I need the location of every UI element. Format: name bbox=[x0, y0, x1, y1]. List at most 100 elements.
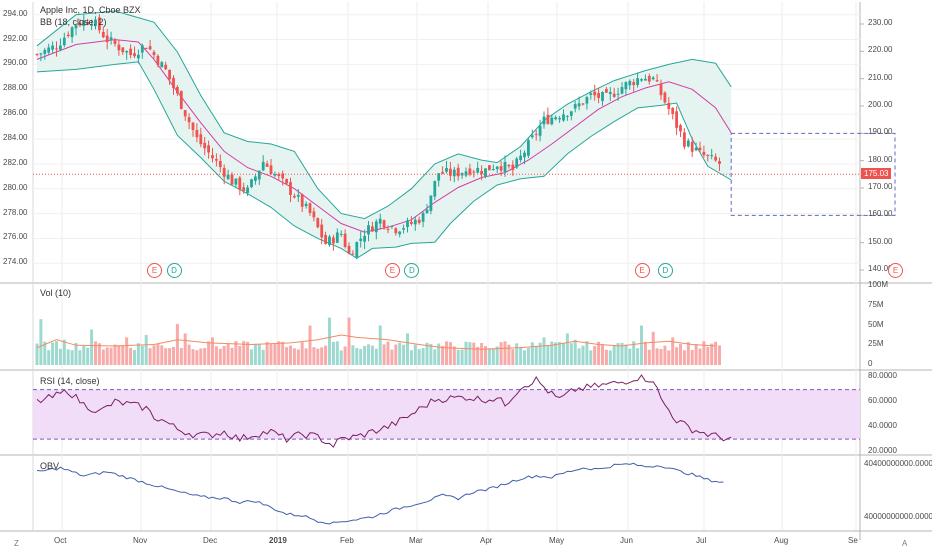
candle-body bbox=[538, 125, 542, 136]
candle-body bbox=[620, 87, 624, 94]
volume-bar bbox=[339, 350, 343, 365]
volume-bar bbox=[304, 348, 308, 365]
volume-bar bbox=[359, 349, 363, 365]
x-axis-label-7: May bbox=[549, 536, 565, 545]
volume-bar bbox=[58, 348, 62, 365]
dividend-marker-5[interactable]: D bbox=[657, 263, 673, 278]
candle-body bbox=[293, 195, 296, 198]
volume-bar bbox=[585, 341, 589, 365]
volume-bar bbox=[581, 345, 585, 365]
volume-bar bbox=[172, 346, 175, 365]
volume-bar bbox=[90, 329, 94, 365]
candle-body bbox=[367, 225, 370, 235]
candle-body bbox=[152, 52, 156, 56]
volume-bar bbox=[682, 350, 686, 365]
candle-body bbox=[593, 91, 597, 96]
volume-bar bbox=[62, 339, 66, 365]
volume-bar bbox=[55, 341, 58, 365]
candle-body bbox=[417, 219, 421, 223]
candle-body bbox=[176, 87, 179, 94]
volume-bar bbox=[273, 343, 277, 365]
earnings-marker-4[interactable]: E bbox=[634, 263, 650, 278]
last-price-tag: 175.03 bbox=[861, 168, 892, 180]
volume-bar bbox=[74, 342, 78, 365]
volume-bar bbox=[433, 349, 437, 365]
rsi-tick-1: 40.0000 bbox=[868, 420, 897, 430]
x-axis-label-10: Aug bbox=[774, 536, 789, 545]
candle-body bbox=[562, 114, 565, 121]
candle-body bbox=[371, 226, 374, 232]
volume-bar bbox=[495, 346, 499, 365]
candle-body bbox=[35, 54, 39, 56]
candle-body bbox=[698, 147, 702, 150]
volume-bar bbox=[402, 344, 406, 365]
dividend-marker-1[interactable]: D bbox=[166, 263, 182, 278]
candle-body bbox=[187, 117, 191, 123]
rsi-band-fill bbox=[33, 389, 860, 440]
candle-body bbox=[285, 179, 288, 184]
volume-bar bbox=[125, 337, 129, 365]
earnings-marker-2[interactable]: E bbox=[384, 263, 400, 278]
candle-body bbox=[480, 170, 483, 174]
candle-body bbox=[495, 166, 499, 170]
left-price-tick-9: 292.00 bbox=[3, 33, 28, 43]
candle-body bbox=[257, 170, 261, 180]
volume-bar bbox=[484, 346, 487, 365]
volume-bar bbox=[604, 349, 608, 365]
volume-bar bbox=[441, 345, 445, 365]
candle-body bbox=[47, 47, 51, 53]
candle-body bbox=[304, 203, 308, 207]
left-price-tick-10: 294.00 bbox=[3, 8, 28, 18]
right-price-tick-5: 190.00 bbox=[868, 127, 893, 137]
volume-tick-4: 100M bbox=[868, 280, 889, 289]
volume-bar bbox=[351, 345, 355, 365]
candle-body bbox=[655, 80, 659, 82]
volume-bar bbox=[109, 347, 113, 365]
volume-bar bbox=[238, 345, 242, 365]
x-axis-label-6: Apr bbox=[480, 536, 493, 545]
volume-bar bbox=[706, 346, 710, 365]
candle-body bbox=[43, 49, 47, 54]
volume-bar bbox=[437, 343, 441, 365]
volume-bar bbox=[97, 343, 101, 365]
candle-body bbox=[636, 78, 639, 85]
candle-body bbox=[160, 62, 164, 68]
volume-bar bbox=[468, 342, 472, 365]
candle-body bbox=[663, 92, 667, 103]
volume-bar bbox=[628, 348, 632, 365]
candle-body bbox=[710, 155, 714, 157]
earnings-marker-6[interactable]: E bbox=[888, 263, 903, 278]
earnings-marker-0[interactable]: E bbox=[147, 263, 162, 278]
candle-body bbox=[113, 40, 117, 44]
volume-bar bbox=[511, 349, 515, 365]
volume-bar bbox=[253, 343, 257, 365]
volume-bar bbox=[429, 343, 433, 365]
candle-body bbox=[671, 107, 675, 114]
volume-bar bbox=[121, 345, 125, 365]
volume-bar bbox=[499, 342, 503, 365]
candle-body bbox=[55, 48, 58, 50]
candle-body bbox=[316, 218, 320, 228]
volume-bar bbox=[394, 344, 398, 365]
volume-bar bbox=[300, 342, 304, 365]
candle-body bbox=[312, 211, 316, 218]
volume-bar bbox=[452, 346, 456, 365]
candle-body bbox=[468, 168, 472, 175]
auto-scale-corner-right[interactable]: A bbox=[902, 539, 908, 548]
candle-body bbox=[74, 25, 78, 29]
candle-body bbox=[702, 151, 706, 156]
candle-body bbox=[402, 228, 405, 230]
volume-bar bbox=[183, 333, 187, 365]
volume-bar bbox=[164, 348, 168, 365]
obv-tick-0: 40000000000.0000 bbox=[864, 512, 932, 522]
volume-bar bbox=[191, 349, 195, 365]
candle-body bbox=[125, 51, 129, 53]
dividend-marker-3[interactable]: D bbox=[404, 263, 420, 278]
timezone-corner-left[interactable]: Z bbox=[14, 539, 19, 548]
volume-tick-1: 25M bbox=[868, 339, 884, 349]
candle-body bbox=[640, 79, 643, 81]
candle-body bbox=[456, 167, 460, 177]
candle-body bbox=[585, 97, 589, 104]
